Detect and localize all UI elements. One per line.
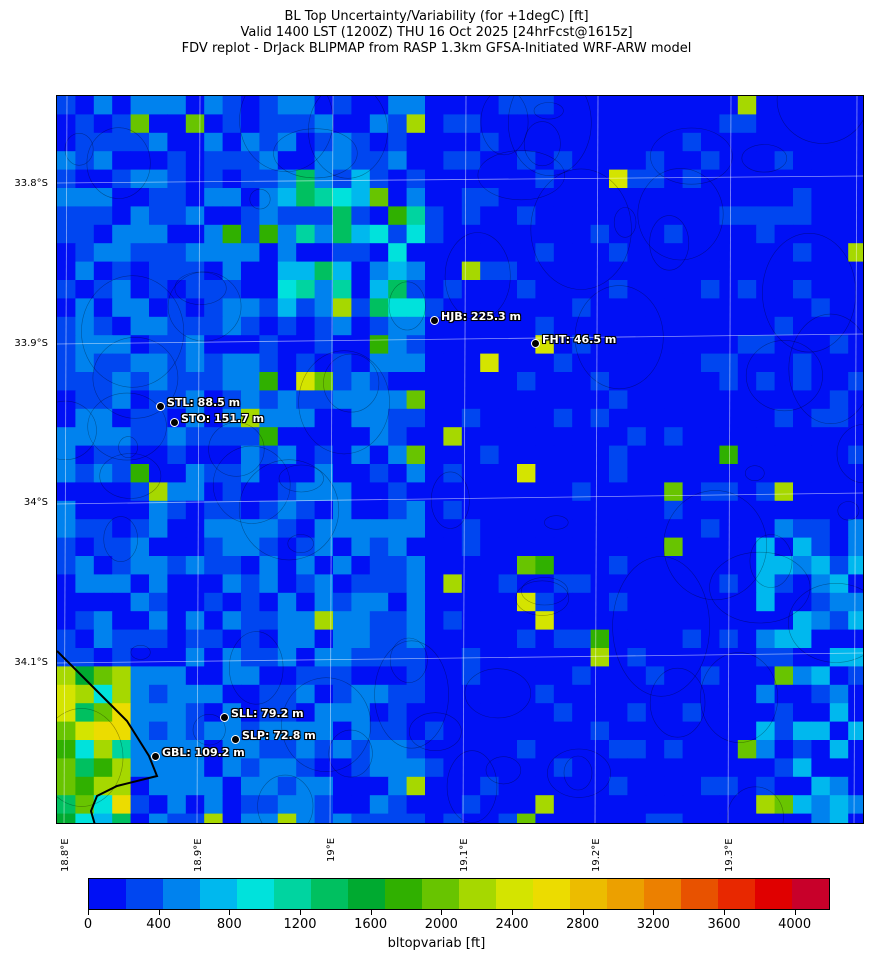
- colorbar-segment: [385, 879, 422, 909]
- colorbar-tickmark: [653, 910, 655, 915]
- station-marker-sto[interactable]: [170, 418, 179, 427]
- station-marker-stl[interactable]: [156, 402, 165, 411]
- colorbar-tick-label: 2000: [424, 917, 458, 932]
- station-marker-hjb[interactable]: [430, 316, 439, 325]
- colorbar-segment: [422, 879, 459, 909]
- station-label-gbl: GBL: 109.2 m: [162, 746, 245, 759]
- colorbar-tickmark: [441, 910, 443, 915]
- lon-label-19-1: 19.1°E: [459, 838, 470, 872]
- map-title-line3: FDV replot - DrJack BLIPMAP from RASP 1.…: [181, 41, 692, 56]
- forecast-map[interactable]: [56, 95, 864, 824]
- station-label-hjb: HJB: 225.3 m: [441, 310, 521, 323]
- station-label-sto: STO: 151.7 m: [181, 412, 265, 425]
- colorbar-tickmark: [88, 910, 89, 915]
- lon-label-19-2: 19.2°E: [591, 838, 602, 872]
- colorbar-segment: [792, 879, 829, 909]
- lat-label-33-8: 33.8°S: [14, 178, 48, 189]
- colorbar-segment: [459, 879, 496, 909]
- colorbar-tick-label: 3200: [636, 917, 670, 932]
- lat-label-34-0: 34°S: [23, 497, 48, 508]
- lon-label-18-8: 18.8°E: [60, 838, 71, 872]
- station-marker-slp[interactable]: [231, 735, 240, 744]
- colorbar-tick-label: 1600: [354, 917, 388, 932]
- map-title-line2: Valid 1400 LST (1200Z) THU 16 Oct 2025 […: [240, 25, 633, 40]
- colorbar-tickmark: [229, 910, 231, 915]
- colorbar-tick-label: 400: [146, 917, 172, 932]
- colorbar-tick-label: 800: [216, 917, 242, 932]
- colorbar-segment: [644, 879, 681, 909]
- colorbar-label: bltopvariab [ft]: [387, 936, 486, 951]
- colorbar-segment: [163, 879, 200, 909]
- colorbar-segment: [348, 879, 385, 909]
- colorbar-tickmark: [158, 910, 160, 915]
- station-marker-gbl[interactable]: [151, 752, 160, 761]
- map-field-grid: [57, 96, 863, 823]
- colorbar-tick-label: 0: [83, 917, 93, 932]
- colorbar: [88, 878, 830, 910]
- colorbar-tickmark: [724, 910, 725, 915]
- colorbar-segment: [126, 879, 163, 909]
- colorbar-segment: [200, 879, 237, 909]
- colorbar-segment: [533, 879, 570, 909]
- station-marker-sll[interactable]: [220, 713, 229, 722]
- station-label-slp: SLP: 72.8 m: [242, 729, 316, 742]
- colorbar-tick-label: 3600: [707, 917, 741, 932]
- lon-label-19-3: 19.3°E: [724, 838, 735, 872]
- colorbar-tickmark: [512, 910, 513, 915]
- lon-label-18-9: 18.9°E: [193, 838, 204, 872]
- lat-label-34-1: 34.1°S: [14, 657, 48, 668]
- map-title-line1: BL Top Uncertainty/Variability (for +1de…: [284, 9, 589, 24]
- colorbar-segment: [274, 879, 311, 909]
- colorbar-tick-label: 2400: [495, 917, 529, 932]
- colorbar-segment: [496, 879, 533, 909]
- colorbar-segment: [570, 879, 607, 909]
- colorbar-segment: [681, 879, 718, 909]
- colorbar-segment: [718, 879, 755, 909]
- station-label-stl: STL: 88.5 m: [167, 396, 241, 409]
- colorbar-tick-label: 2800: [566, 917, 600, 932]
- colorbar-segment: [237, 879, 274, 909]
- colorbar-segment: [607, 879, 644, 909]
- colorbar-tickmark: [300, 910, 301, 915]
- lon-label-19-0: 19°E: [326, 837, 337, 862]
- station-marker-fht[interactable]: [531, 339, 540, 348]
- colorbar-tickmark: [370, 910, 372, 915]
- colorbar-tickmark: [582, 910, 584, 915]
- colorbar-tick-label: 1200: [283, 917, 317, 932]
- colorbar-segment: [89, 879, 126, 909]
- colorbar-tickmark: [794, 910, 796, 915]
- colorbar-segment: [311, 879, 348, 909]
- colorbar-tick-label: 4000: [778, 917, 812, 932]
- station-label-fht: FHT: 46.5 m: [542, 333, 617, 346]
- lat-label-33-9: 33.9°S: [14, 338, 48, 349]
- station-label-sll: SLL: 79.2 m: [231, 707, 304, 720]
- colorbar-segment: [755, 879, 792, 909]
